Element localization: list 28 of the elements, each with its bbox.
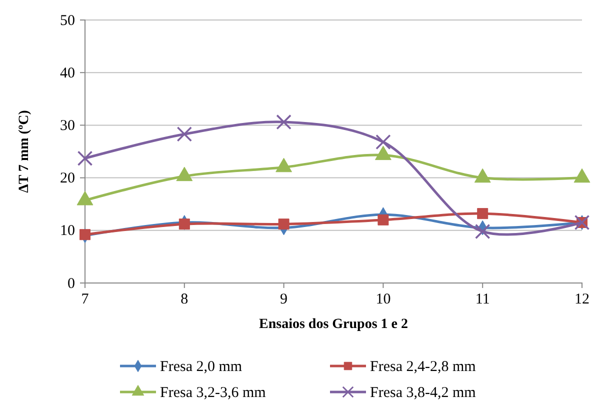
y-axis-title: ΔT 7 mm (ºC) bbox=[17, 110, 32, 193]
point bbox=[376, 134, 391, 150]
x-tick-label: 12 bbox=[574, 292, 590, 308]
point bbox=[77, 150, 93, 166]
legend-label: Fresa 3,2-3,6 mm bbox=[160, 385, 266, 401]
y-tick-label: 30 bbox=[60, 118, 75, 134]
point bbox=[80, 229, 90, 240]
y-tick-label: 20 bbox=[60, 170, 75, 187]
y-tick-label: 50 bbox=[60, 12, 75, 29]
x-tick-label: 7 bbox=[81, 292, 90, 308]
legend-label: Fresa 2,4-2,8 mm bbox=[370, 359, 476, 375]
legend-label: Fresa 2,0 mm bbox=[160, 359, 242, 375]
x-tick-label: 9 bbox=[280, 292, 288, 308]
point bbox=[176, 126, 192, 142]
point bbox=[276, 114, 292, 130]
y-tick-label: 10 bbox=[60, 223, 75, 240]
x-tick-label: 11 bbox=[475, 292, 490, 308]
point bbox=[178, 218, 190, 230]
x-tick-label: 8 bbox=[180, 292, 188, 308]
point bbox=[477, 208, 488, 220]
legend-label: Fresa 3,8-4,2 mm bbox=[370, 385, 476, 401]
point bbox=[474, 224, 490, 240]
x-tick-label: 10 bbox=[376, 292, 391, 308]
point bbox=[278, 218, 290, 230]
point bbox=[378, 214, 389, 226]
y-tick-label: 0 bbox=[68, 276, 75, 292]
x-axis-title: Ensaios dos Grupos 1 e 2 bbox=[259, 317, 408, 332]
y-tick-label: 40 bbox=[60, 65, 75, 82]
